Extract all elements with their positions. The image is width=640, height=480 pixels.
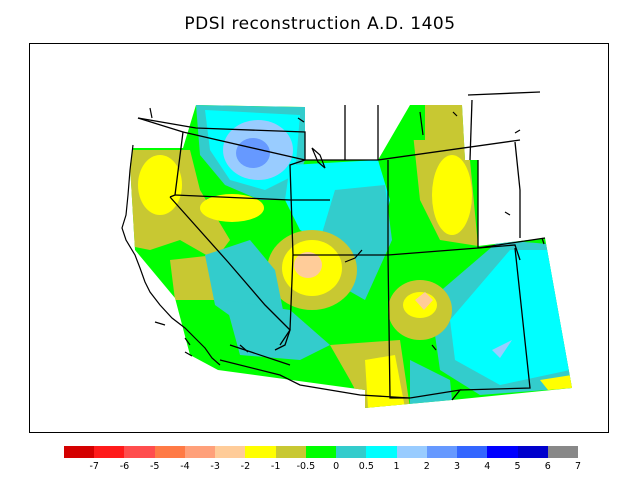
map-title: PDSI reconstruction A.D. 1405 [184,14,456,34]
legend-swatch [517,446,548,458]
legend-tick-label: 1 [393,461,400,472]
legend-ticks: -7 -6 -5 -4 -3 -2 -1 -0.5 0 0.5 1 2 3 4 5 6 7 [0,461,640,475]
lake-outline [344,249,363,263]
island-outline [154,321,166,326]
border-line [514,141,521,238]
legend-swatch [426,446,458,458]
coast-line [121,144,221,366]
wet-southeast [450,250,570,385]
pdsi-field [130,105,572,408]
legend-tick-label: -5 [149,461,160,472]
legend-tick-label: 2 [423,461,430,472]
legend-swatch [336,446,367,458]
moderate-dry-south-central [415,292,433,310]
color-legend [64,446,578,458]
legend-tick-label: -3 [210,461,220,472]
legend-tick-label: 7 [574,461,582,472]
lake-outline [504,211,511,216]
legend-tick-label: -6 [119,461,130,472]
lake-outline [311,147,326,169]
border-line [137,117,184,198]
legend-swatch [154,446,185,458]
legend-swatch [64,446,95,458]
legend-tick-label: -0.5 [296,461,316,472]
legend-swatch [184,446,216,458]
legend-tick-label: 3 [454,461,461,472]
normal-ne-strip [410,105,425,140]
border-line [219,359,411,399]
wet-medium-north [236,138,270,168]
legend-swatch [94,446,125,458]
lake-outline [419,111,424,136]
border-line [137,117,521,161]
legend-tick-label: 0.5 [358,461,374,472]
border-line [477,244,521,261]
legend-swatch [245,446,276,458]
wet-light-southeast [492,340,512,358]
legend-swatch [366,446,397,458]
island-outline [184,337,191,346]
legend-tick-label: 5 [514,461,521,472]
border-line [182,131,388,256]
dry-south [365,355,405,408]
island-outline [149,107,153,119]
legend-swatch [124,446,155,458]
legend-tick-label: -2 [240,461,251,472]
legend-swatch [487,446,518,458]
island-outline [297,117,305,123]
legend-swatch [275,446,306,458]
border-line [169,196,291,346]
lake-outline [514,129,521,134]
border-line [174,194,291,201]
lake-outline [541,237,545,245]
legend-tick-label: 6 [544,461,551,472]
legend-tick-label: -7 [89,461,99,472]
lake-outline [431,344,437,351]
state-borders [137,91,546,401]
moderate-dry-center [294,252,322,278]
legend-swatch [396,446,427,458]
legend-tick-label: -4 [180,461,190,472]
legend-tick-label: -1 [270,461,281,472]
coastline [121,107,545,366]
dry-nw-blob [138,155,182,215]
legend-swatch [305,446,337,458]
border-line [409,389,462,401]
legend-swatch [215,446,246,458]
legend-tick-label: 4 [484,461,491,472]
border-line [229,344,291,366]
slight-wet-south [225,300,330,360]
dry-northeast [432,155,472,235]
dry-southeast-corner [540,375,572,390]
border-line [459,247,531,391]
border-line [467,91,541,96]
island-outline [184,351,193,357]
legend-tick-label: 0 [333,461,340,472]
border-line [274,254,294,351]
border-line [469,99,473,161]
legend-swatch [457,446,488,458]
lake-outline [452,111,458,117]
legend-swatch [547,446,578,458]
lake-outline [239,344,249,353]
slight-wet-sw-edge [410,360,452,405]
dry-center-blob [200,194,264,222]
